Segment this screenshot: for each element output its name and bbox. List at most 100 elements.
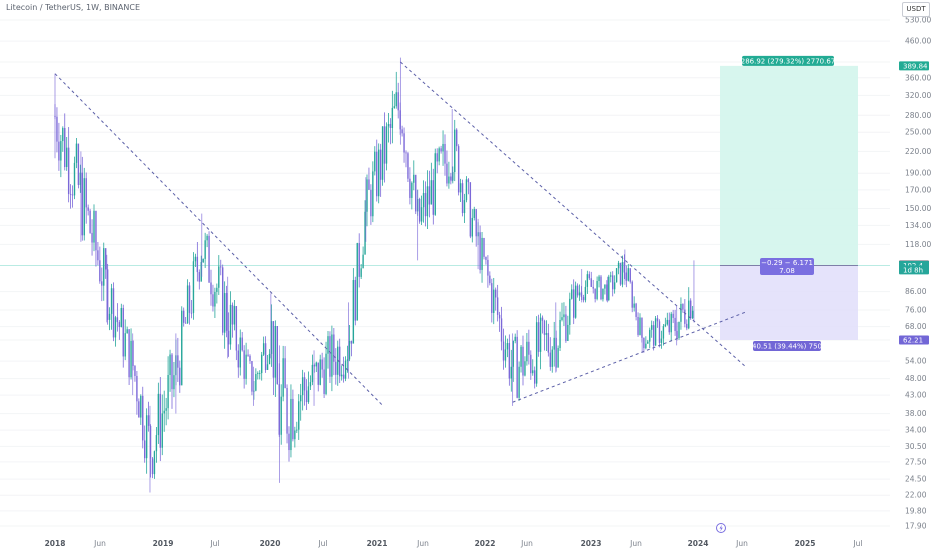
candle-body <box>106 269 109 320</box>
candle-body <box>340 374 343 377</box>
price-scale-bg <box>890 0 932 550</box>
price-tick: 48.00 <box>905 374 927 383</box>
candle-body <box>407 153 409 179</box>
candle-body <box>177 355 179 368</box>
candle-body <box>387 124 390 127</box>
candle-body <box>582 297 585 301</box>
time-tick: Jun <box>735 539 748 548</box>
candle-body <box>539 317 542 352</box>
candle-body <box>615 268 618 283</box>
candle-body <box>397 92 399 111</box>
candle-body <box>547 333 550 353</box>
candle-body <box>389 124 392 128</box>
candle-body <box>138 401 140 418</box>
candle-body <box>444 143 446 164</box>
candle-body <box>110 288 113 314</box>
candle-body <box>411 182 413 198</box>
candle-body <box>79 172 82 185</box>
time-tick: 2022 <box>475 539 496 548</box>
candle-body <box>690 300 692 319</box>
time-tick: Jul <box>852 539 862 548</box>
candle-body <box>639 317 641 335</box>
candle-body <box>586 274 589 287</box>
price-tick: 34.00 <box>905 426 927 435</box>
candle-body <box>422 193 425 208</box>
candle-body <box>218 266 220 288</box>
candle-body <box>317 362 319 385</box>
candle-body <box>350 340 353 344</box>
candle-body <box>418 198 421 222</box>
candle-body <box>651 325 653 330</box>
candle-body <box>409 178 411 198</box>
candle-body <box>69 193 72 195</box>
candle-body <box>311 364 314 383</box>
candle-body <box>239 337 241 368</box>
candle-body <box>309 382 312 387</box>
candle-body <box>220 266 222 268</box>
candle-body <box>652 325 655 346</box>
candle-body <box>77 143 80 185</box>
candle-body <box>600 276 602 300</box>
profit-label: 286.92 (279.32%) 2770.67 <box>741 55 835 66</box>
candle-body <box>510 366 512 379</box>
candle-body <box>321 359 323 370</box>
price-tick: 170.00 <box>905 185 931 194</box>
price-tick: 118.00 <box>905 240 931 249</box>
candle-body <box>274 326 277 378</box>
candle-body <box>495 289 497 298</box>
candle-body <box>682 304 684 310</box>
lightning-icon[interactable] <box>716 523 726 533</box>
candle-body <box>235 306 238 351</box>
price-tick: 190.00 <box>905 169 931 178</box>
candle-body <box>181 310 183 386</box>
candle-body <box>227 330 230 345</box>
candle-body <box>385 126 388 164</box>
candle-body <box>225 293 228 331</box>
candle-body <box>149 425 152 459</box>
candle-body <box>276 326 278 385</box>
candle-body <box>112 288 115 338</box>
candle-body <box>637 316 639 335</box>
candle-body <box>249 355 251 362</box>
candle-body <box>366 179 368 212</box>
candle-body <box>348 340 351 360</box>
candle-body <box>590 278 592 287</box>
candle-body <box>95 210 97 251</box>
price-tick: 280.00 <box>905 111 931 120</box>
candle-body <box>103 248 105 286</box>
candle-body <box>606 284 608 301</box>
candle-body <box>169 354 171 376</box>
candle-body <box>678 321 680 339</box>
candle-body <box>362 254 364 269</box>
candle-body <box>210 282 212 295</box>
candle-body <box>518 366 520 398</box>
candle-body <box>674 317 676 331</box>
lightning-icon-glyph <box>719 524 723 532</box>
candle-body <box>668 319 670 333</box>
candle-body <box>666 319 668 325</box>
time-tick: 2025 <box>795 539 816 548</box>
candle-body <box>282 358 284 397</box>
candle-body <box>75 143 78 163</box>
candle-body <box>424 193 427 217</box>
candle-body <box>342 374 345 379</box>
candle-body <box>280 396 282 435</box>
candle-body <box>315 362 317 367</box>
trendlines-layer <box>54 61 747 407</box>
long-position-tool <box>720 65 858 340</box>
candle-body <box>379 149 382 180</box>
candle-body <box>327 336 329 354</box>
candle-body <box>553 337 555 350</box>
price-tag: 62.21 <box>903 336 923 344</box>
candle-body <box>493 289 495 313</box>
candle-body <box>58 141 60 161</box>
currency-button[interactable]: USDT <box>902 2 930 17</box>
time-tick: Jul <box>209 539 219 548</box>
candle-body <box>237 350 239 368</box>
price-tick: 30.50 <box>905 442 927 451</box>
candle-body <box>545 333 548 335</box>
price-tick: 460.00 <box>905 37 931 46</box>
candle-body <box>598 276 600 282</box>
candle-body <box>294 430 296 440</box>
